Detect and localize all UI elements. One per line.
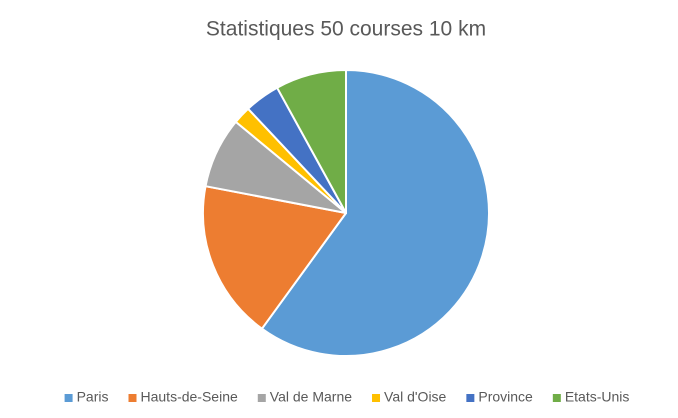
legend-marker: [128, 394, 137, 402]
legend-label: Val d'Oise: [384, 389, 447, 405]
legend-marker: [372, 394, 381, 402]
legend-marker: [552, 394, 561, 402]
legend-marker: [466, 394, 475, 402]
legend-marker: [64, 394, 73, 402]
pie-slice: [260, 69, 490, 357]
pie: [202, 69, 490, 357]
legend-label: Val de Marne: [270, 389, 352, 405]
legend-marker: [257, 394, 266, 402]
pie-slice: [276, 69, 347, 214]
legend-label: Province: [478, 389, 533, 405]
legend-label: Etats-Unis: [565, 389, 630, 405]
legend-label: Paris: [77, 389, 109, 405]
legend: Paris Hauts-de-Seine Val de Marne Val d'Ois…: [64, 389, 630, 405]
pie-slice: [202, 185, 347, 330]
legend-label: Hauts-de-Seine: [141, 389, 238, 405]
chart-title: Statistiques 50 courses 10 km: [206, 18, 486, 41]
